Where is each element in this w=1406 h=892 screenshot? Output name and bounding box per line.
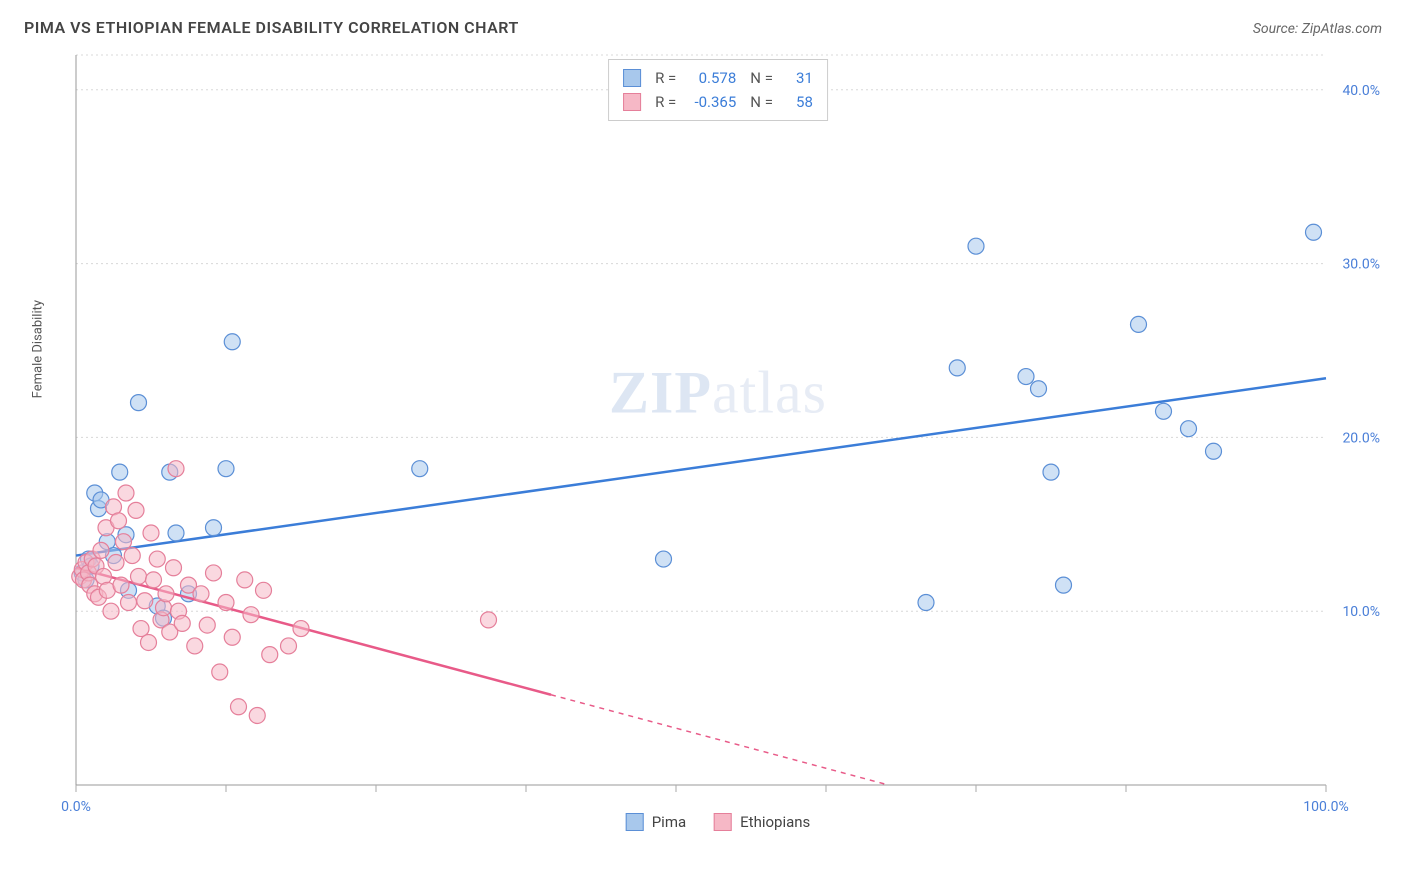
y-tick-label: 40.0% bbox=[1342, 83, 1380, 99]
legend-swatch bbox=[623, 93, 641, 111]
data-point bbox=[918, 595, 934, 611]
data-point bbox=[108, 555, 124, 571]
data-point bbox=[949, 360, 965, 376]
data-point bbox=[224, 629, 240, 645]
y-axis-label: Female Disability bbox=[31, 300, 46, 398]
data-point bbox=[131, 568, 147, 584]
data-point bbox=[1031, 381, 1047, 397]
data-point bbox=[93, 542, 109, 558]
data-point bbox=[121, 595, 137, 611]
data-point bbox=[199, 617, 215, 633]
data-point bbox=[481, 612, 497, 628]
legend-r-value: -0.365 bbox=[686, 90, 736, 114]
legend-r-label: R = bbox=[655, 90, 676, 114]
data-point bbox=[243, 607, 259, 623]
data-point bbox=[174, 615, 190, 631]
x-tick-label: 0.0% bbox=[61, 799, 91, 815]
data-point bbox=[206, 565, 222, 581]
legend-n-label: N = bbox=[750, 90, 773, 114]
y-tick-label: 10.0% bbox=[1342, 604, 1380, 620]
data-point bbox=[113, 577, 129, 593]
data-point bbox=[218, 461, 234, 477]
data-point bbox=[1306, 224, 1322, 240]
legend-stat-row: R = 0.578 N = 31 bbox=[623, 66, 813, 90]
data-point bbox=[149, 551, 165, 567]
series-legend: Pima Ethiopians bbox=[626, 813, 811, 831]
data-point bbox=[656, 551, 672, 567]
stats-legend: R = 0.578 N = 31 R = -0.365 N = 58 bbox=[608, 59, 828, 121]
data-point bbox=[968, 238, 984, 254]
legend-swatch bbox=[623, 69, 641, 87]
data-point bbox=[112, 464, 128, 480]
data-point bbox=[237, 572, 253, 588]
legend-r-label: R = bbox=[655, 66, 676, 90]
data-point bbox=[249, 707, 265, 723]
data-point bbox=[118, 485, 134, 501]
data-point bbox=[1018, 369, 1034, 385]
legend-item: Ethiopians bbox=[714, 813, 810, 831]
data-point bbox=[256, 582, 272, 598]
data-point bbox=[103, 603, 119, 619]
data-point bbox=[124, 548, 140, 564]
data-point bbox=[281, 638, 297, 654]
data-point bbox=[158, 586, 174, 602]
chart-source: Source: ZipAtlas.com bbox=[1253, 21, 1382, 37]
data-point bbox=[131, 395, 147, 411]
legend-stat-row: R = -0.365 N = 58 bbox=[623, 90, 813, 114]
legend-swatch bbox=[626, 813, 644, 831]
legend-label: Pima bbox=[652, 813, 686, 831]
data-point bbox=[1131, 316, 1147, 332]
chart-header: PIMA VS ETHIOPIAN FEMALE DISABILITY CORR… bbox=[20, 18, 1386, 45]
x-tick-label: 100.0% bbox=[1303, 799, 1348, 815]
data-point bbox=[206, 520, 222, 536]
y-tick-label: 20.0% bbox=[1342, 430, 1380, 446]
data-point bbox=[168, 461, 184, 477]
data-point bbox=[1181, 421, 1197, 437]
data-point bbox=[1043, 464, 1059, 480]
data-point bbox=[212, 664, 228, 680]
data-point bbox=[412, 461, 428, 477]
data-point bbox=[143, 525, 159, 541]
data-point bbox=[111, 513, 127, 529]
chart-title: PIMA VS ETHIOPIAN FEMALE DISABILITY CORR… bbox=[24, 18, 519, 37]
data-point bbox=[224, 334, 240, 350]
legend-swatch bbox=[714, 813, 732, 831]
data-point bbox=[187, 638, 203, 654]
data-point bbox=[262, 647, 278, 663]
data-point bbox=[218, 595, 234, 611]
legend-label: Ethiopians bbox=[740, 813, 810, 831]
scatter-chart-svg: 10.0% 20.0% 30.0% 40.0% 0.0% 100.0% bbox=[60, 45, 1390, 835]
data-point bbox=[128, 502, 144, 518]
data-point bbox=[168, 525, 184, 541]
legend-n-value: 58 bbox=[783, 90, 813, 114]
legend-n-value: 31 bbox=[783, 66, 813, 90]
legend-n-label: N = bbox=[750, 66, 773, 90]
data-point bbox=[193, 586, 209, 602]
data-point bbox=[141, 634, 157, 650]
chart-container: PIMA VS ETHIOPIAN FEMALE DISABILITY CORR… bbox=[0, 0, 1406, 892]
y-tick-label: 30.0% bbox=[1342, 257, 1380, 273]
data-point bbox=[231, 699, 247, 715]
data-point bbox=[1056, 577, 1072, 593]
data-point bbox=[116, 534, 132, 550]
data-point bbox=[137, 593, 153, 609]
data-point bbox=[166, 560, 182, 576]
plot-area: Female Disability 10.0%20.0%30.0%40.0%0.… bbox=[60, 45, 1376, 835]
data-point bbox=[293, 621, 309, 637]
data-point bbox=[146, 572, 162, 588]
legend-item: Pima bbox=[626, 813, 686, 831]
legend-r-value: 0.578 bbox=[686, 66, 736, 90]
data-point bbox=[1206, 443, 1222, 459]
data-point bbox=[156, 600, 172, 616]
data-point bbox=[1156, 403, 1172, 419]
